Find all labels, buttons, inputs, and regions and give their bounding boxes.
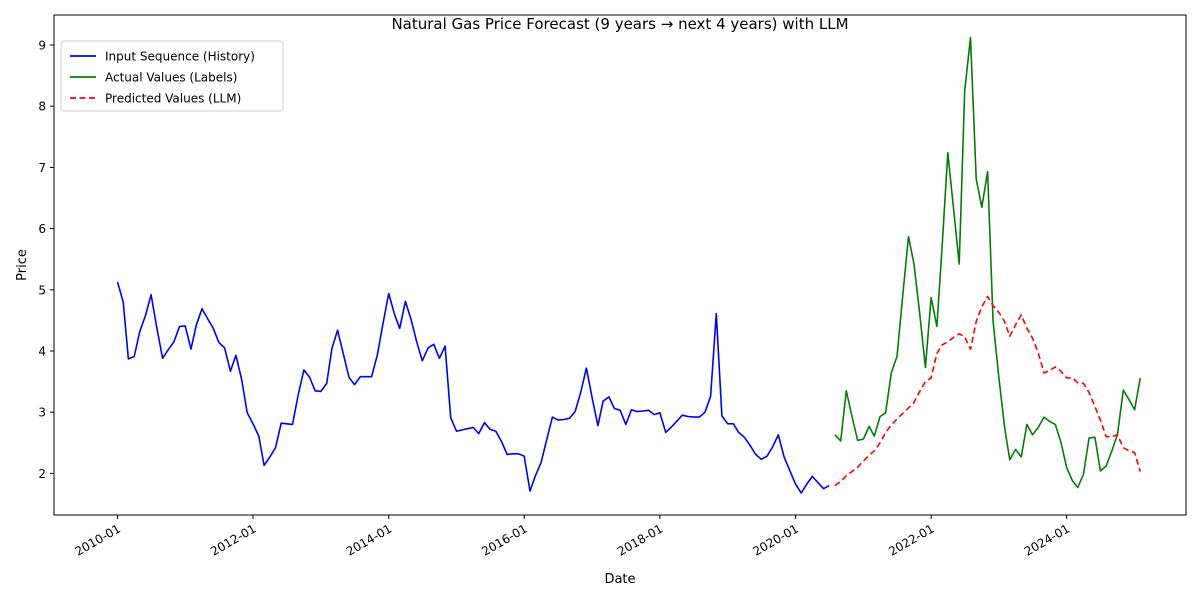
y-tick-label: 2	[38, 467, 46, 481]
plot-frame	[53, 14, 1187, 516]
x-axis-label: Date	[604, 572, 635, 587]
legend-label-1: Input Sequence (History)	[105, 50, 255, 64]
x-tick-label: 2012-01	[208, 521, 258, 558]
legend-label-3: Predicted Values (LLM)	[105, 92, 241, 106]
y-tick-label: 8	[38, 100, 46, 114]
chart-title: Natural Gas Price Forecast (9 years → ne…	[391, 15, 848, 33]
y-tick-label: 5	[38, 283, 46, 297]
series-line-2	[834, 36, 1142, 489]
x-axis: 2010-01 2012-01 2014-01 2016-01 2018-01 2020-…	[73, 515, 1072, 559]
y-tick-label: 9	[38, 38, 46, 52]
x-tick-label: 2022-01	[886, 521, 936, 558]
x-tick-label: 2018-01	[615, 521, 665, 558]
y-axis: 2 3 4 5 6 7 8 9	[38, 38, 54, 481]
x-tick-label: 2024-01	[1022, 521, 1072, 558]
y-tick-label: 7	[38, 161, 46, 175]
x-tick-label: 2016-01	[479, 521, 529, 558]
y-tick-label: 6	[38, 222, 46, 236]
x-tick-label: 2020-01	[751, 521, 801, 558]
series-layer	[116, 36, 1142, 494]
legend-box	[60, 40, 284, 112]
x-tick-label: 2014-01	[344, 521, 394, 558]
y-tick-label: 3	[38, 406, 46, 420]
y-axis-label: Price	[15, 249, 30, 281]
legend: Input Sequence (History) Actual Values (L…	[60, 40, 284, 112]
y-tick-label: 4	[38, 344, 46, 358]
series-line-3	[834, 295, 1142, 487]
x-tick-label: 2010-01	[73, 521, 123, 558]
legend-label-2: Actual Values (Labels)	[105, 71, 237, 85]
series-line-1	[116, 281, 830, 494]
